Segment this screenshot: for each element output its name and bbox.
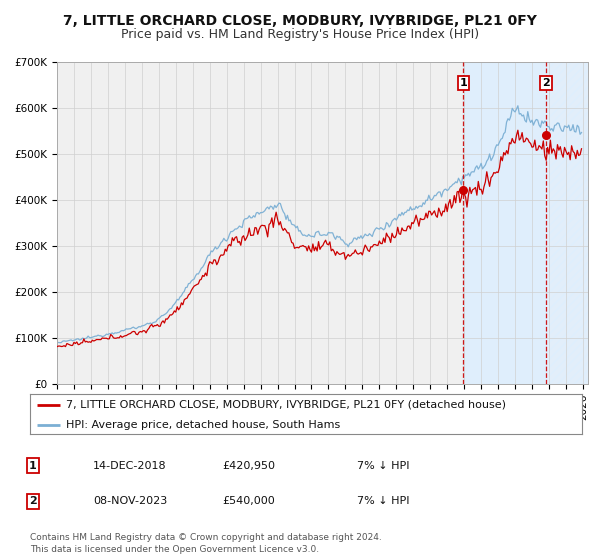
Text: 7% ↓ HPI: 7% ↓ HPI: [357, 496, 409, 506]
Text: 2: 2: [542, 77, 550, 87]
Text: £540,000: £540,000: [222, 496, 275, 506]
Text: 1: 1: [460, 77, 467, 87]
Text: 7, LITTLE ORCHARD CLOSE, MODBURY, IVYBRIDGE, PL21 0FY (detached house): 7, LITTLE ORCHARD CLOSE, MODBURY, IVYBRI…: [66, 400, 506, 409]
Text: Price paid vs. HM Land Registry's House Price Index (HPI): Price paid vs. HM Land Registry's House …: [121, 28, 479, 41]
Text: 1: 1: [29, 461, 37, 471]
Bar: [463, 62, 546, 384]
Text: £420,950: £420,950: [222, 461, 275, 471]
Text: 08-NOV-2023: 08-NOV-2023: [93, 496, 167, 506]
Text: Contains HM Land Registry data © Crown copyright and database right 2024.
This d: Contains HM Land Registry data © Crown c…: [30, 533, 382, 554]
Text: 14-DEC-2018: 14-DEC-2018: [93, 461, 167, 471]
Bar: [546, 62, 600, 384]
Text: 7, LITTLE ORCHARD CLOSE, MODBURY, IVYBRIDGE, PL21 0FY: 7, LITTLE ORCHARD CLOSE, MODBURY, IVYBRI…: [63, 14, 537, 28]
Text: 7% ↓ HPI: 7% ↓ HPI: [357, 461, 409, 471]
Text: HPI: Average price, detached house, South Hams: HPI: Average price, detached house, Sout…: [66, 420, 340, 430]
Text: 2: 2: [29, 496, 37, 506]
